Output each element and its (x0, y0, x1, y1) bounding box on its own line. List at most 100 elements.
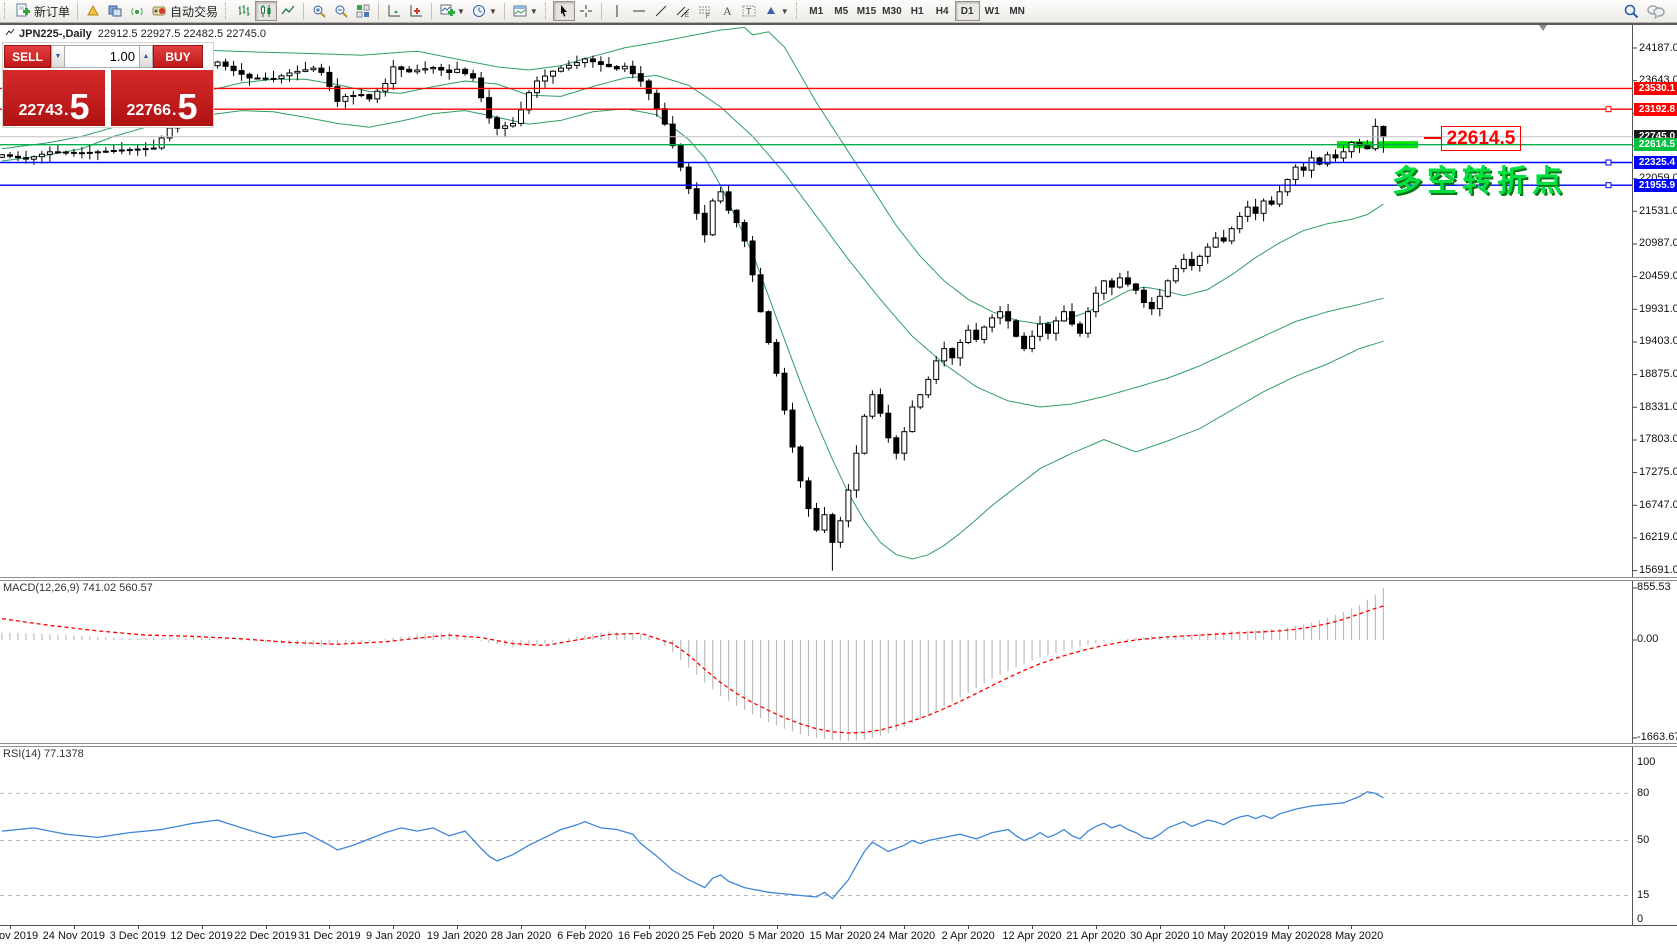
horizontal-line-button[interactable] (628, 1, 650, 21)
timeframe-group: M1 M5 M15 M30 H1 H4 D1 W1 MN (804, 1, 1030, 21)
price-level-badge-21955.9: 21955.9 (1634, 178, 1677, 192)
arrows-icon (763, 3, 779, 19)
chart-shift-marker-icon[interactable] (1539, 25, 1547, 31)
buy-button[interactable]: BUY (153, 45, 203, 68)
date-tick (840, 925, 842, 929)
turning-point-note[interactable]: 多空转折点 (1392, 165, 1567, 198)
trendline-icon (653, 3, 669, 19)
price-tick-label: 19931.0 (1639, 302, 1677, 315)
time-axis-line (0, 925, 1677, 926)
tile-windows-button[interactable] (352, 1, 374, 21)
templates-button[interactable]: ▼ (509, 1, 541, 21)
timeframe-button-m5[interactable]: M5 (834, 5, 849, 17)
price-callout-box[interactable]: 22614.5 (1441, 126, 1521, 151)
market-watch-icon (85, 3, 101, 19)
line-handle[interactable] (1605, 182, 1612, 189)
new-order-button[interactable]: 新订单 (12, 1, 73, 21)
line-chart-button[interactable] (277, 1, 299, 21)
sell-button[interactable]: SELL (4, 45, 51, 68)
vertical-line-button[interactable] (606, 1, 628, 21)
rsi-axis-50: 50 (1637, 834, 1650, 846)
candlestick-chart-button[interactable] (255, 1, 278, 21)
date-tick (1159, 925, 1161, 929)
crosshair-button[interactable] (575, 1, 597, 21)
volume-increase-button[interactable]: ▲ (139, 45, 153, 68)
new-chart-button[interactable]: ▼ (436, 1, 468, 21)
date-tick (393, 925, 395, 929)
callout-dash (1424, 137, 1441, 139)
panel-divider-macd[interactable] (0, 577, 1677, 581)
timeframe-button-w1[interactable]: W1 (984, 5, 1000, 17)
timeframe-button-m30[interactable]: M30 (882, 5, 902, 17)
date-label: 22 Dec 2019 (234, 930, 297, 942)
signals-button[interactable] (126, 1, 148, 21)
zoom-in-button[interactable] (308, 1, 330, 21)
price-tick-label: 19403.0 (1639, 335, 1677, 348)
timeframe-button-m1[interactable]: M1 (809, 5, 824, 17)
fibonacci-button[interactable]: F (694, 1, 716, 21)
fibonacci-icon: F (697, 3, 713, 19)
text-label-button[interactable]: T (738, 1, 760, 21)
timeframe-button-h4[interactable]: H4 (935, 5, 949, 17)
market-watch-button[interactable] (82, 1, 104, 21)
date-label: 24 Nov 2019 (42, 930, 106, 942)
price-tick-label: 18331.0 (1639, 400, 1677, 413)
horizontal-line-icon (631, 3, 647, 19)
timeframe-button-m15[interactable]: M15 (856, 5, 877, 17)
date-tick (457, 925, 459, 929)
trendline-button[interactable] (650, 1, 672, 21)
toolbar-grip[interactable] (4, 3, 8, 19)
new-order-icon (15, 3, 31, 19)
date-label: 21 Apr 2020 (1066, 930, 1126, 942)
line-handle[interactable] (1605, 106, 1612, 113)
date-label: 3 Dec 2019 (109, 930, 166, 942)
cursor-button[interactable] (552, 1, 575, 21)
price-axis-line (1632, 24, 1633, 925)
periods-button[interactable]: ▼ (468, 1, 500, 21)
sell-price-box[interactable]: 22743 . 5 (3, 70, 105, 126)
window-edge (0, 23, 1677, 25)
timeframe-button-d1[interactable]: D1 (954, 1, 980, 21)
channel-button[interactable]: E (672, 1, 694, 21)
arrows-button[interactable]: ▼ (760, 1, 792, 21)
date-label: 16 Feb 2020 (617, 930, 680, 942)
chat-icon (1646, 3, 1666, 19)
price-tick-label: 20987.0 (1639, 237, 1677, 250)
date-tick (265, 925, 267, 929)
buy-price-pip: 5 (177, 86, 198, 127)
search-button[interactable] (1620, 1, 1643, 21)
date-tick (521, 925, 523, 929)
date-label: 24 Mar 2020 (873, 930, 936, 942)
rsi-label: RSI(14) 77.1378 (3, 748, 84, 760)
date-tick (776, 925, 778, 929)
main-price-panel (0, 25, 1632, 571)
bar-chart-button[interactable] (233, 1, 255, 21)
sell-price-pip: 5 (69, 86, 90, 127)
date-tick (904, 925, 906, 929)
price-tick-label: 17803.0 (1639, 433, 1677, 446)
vertical-line-icon (609, 3, 625, 19)
line-handle[interactable] (1605, 159, 1612, 166)
text-button[interactable]: A (716, 1, 738, 21)
svg-text:E: E (685, 13, 689, 19)
text-label-icon: T (741, 3, 757, 19)
volume-input[interactable] (65, 45, 139, 68)
chat-button[interactable] (1643, 1, 1669, 21)
buy-price-box[interactable]: 22766 . 5 (111, 70, 213, 126)
crosshair-icon (578, 3, 594, 19)
date-tick (968, 925, 970, 929)
svg-text:A: A (723, 4, 732, 18)
autotrading-button[interactable]: 自动交易 (148, 1, 221, 21)
timeframe-button-h1[interactable]: H1 (910, 5, 924, 17)
data-window-button[interactable] (104, 1, 126, 21)
chart-shift-button[interactable] (405, 1, 427, 21)
candlestick-chart-icon (258, 3, 274, 19)
volume-decrease-button[interactable]: ▼ (51, 45, 65, 68)
auto-scroll-button[interactable] (383, 1, 405, 21)
timeframe-button-mn[interactable]: MN (1009, 5, 1025, 17)
zoom-out-button[interactable] (330, 1, 352, 21)
panel-divider-rsi[interactable] (0, 743, 1677, 747)
cursor-icon (556, 3, 572, 19)
